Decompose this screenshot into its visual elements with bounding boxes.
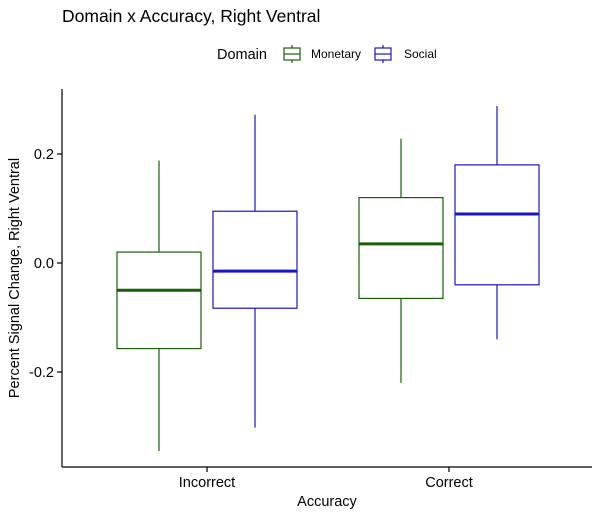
legend-item-social: Social [374,45,437,63]
y-axis-label: Percent Signal Change, Right Ventral [7,158,23,398]
legend-label: Social [404,47,437,61]
box-monetary-incorrect [116,160,202,452]
y-tick-label: 0.2 [34,147,54,163]
box-monetary-correct [358,138,444,383]
box-social-correct [454,106,540,340]
x-tick-label: Correct [425,475,473,491]
plot-area [116,106,540,452]
x-axis-label: Accuracy [297,494,357,510]
axes: -0.2 0.0 0.2 Incorrect Correct [29,89,592,491]
chart-title: Domain x Accuracy, Right Ventral [62,6,320,26]
y-tick-label: -0.2 [29,365,54,381]
box-iqr [358,197,444,300]
y-tick-label: 0.0 [34,256,54,272]
legend: Domain Monetary Social [217,45,437,63]
box-iqr [116,251,202,350]
legend-label: Monetary [311,47,361,61]
box-iqr [454,164,540,286]
box-iqr [212,210,298,309]
legend-title: Domain [217,47,267,63]
box-social-incorrect [212,114,298,428]
legend-item-monetary: Monetary [283,45,361,63]
x-tick-label: Incorrect [179,475,235,491]
